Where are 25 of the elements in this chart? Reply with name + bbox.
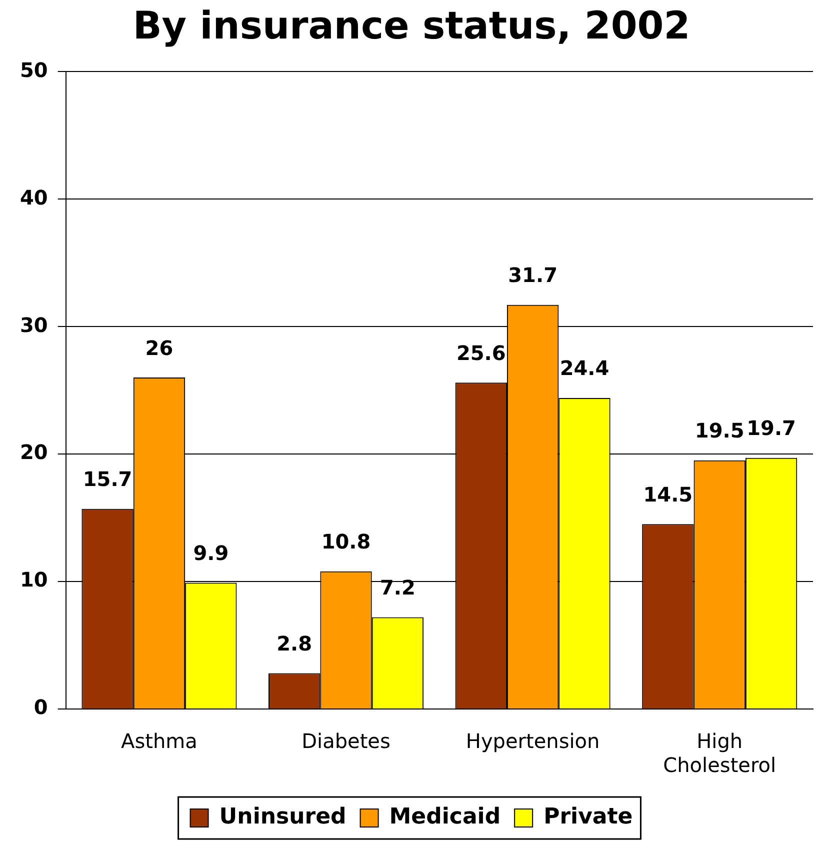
data-label: 31.7 — [508, 263, 558, 288]
y-tick-label: 30 — [20, 312, 48, 337]
data-label: 19.5 — [694, 418, 744, 443]
data-label: 10.8 — [321, 530, 371, 554]
data-label: 14.5 — [643, 482, 693, 506]
data-label: 24.4 — [560, 356, 610, 380]
data-label: 19.7 — [746, 416, 796, 440]
data-label: 15.7 — [82, 467, 132, 492]
x-tick-label: Diabetes — [302, 729, 390, 754]
y-tick-label: 50 — [20, 58, 48, 82]
data-label: 26 — [145, 336, 174, 360]
data-label: 25.6 — [456, 340, 506, 365]
y-tick-label: 0 — [34, 695, 48, 720]
data-label: 2.8 — [276, 632, 312, 656]
legend-label: Private — [544, 804, 633, 830]
data-label: 9.9 — [193, 541, 229, 565]
x-tick-label: Hypertension — [466, 729, 600, 754]
legend-label: Uninsured — [219, 804, 346, 830]
y-tick-label: 20 — [20, 440, 48, 464]
y-tick-label: 10 — [20, 568, 48, 592]
y-tick-label: 40 — [20, 185, 48, 210]
chart-title: By insurance status, 2002 — [132, 4, 690, 48]
x-tick-label: High Cholesterol — [663, 729, 776, 778]
x-tick-label: Asthma — [121, 729, 198, 754]
legend-label: Medicaid — [389, 804, 501, 830]
